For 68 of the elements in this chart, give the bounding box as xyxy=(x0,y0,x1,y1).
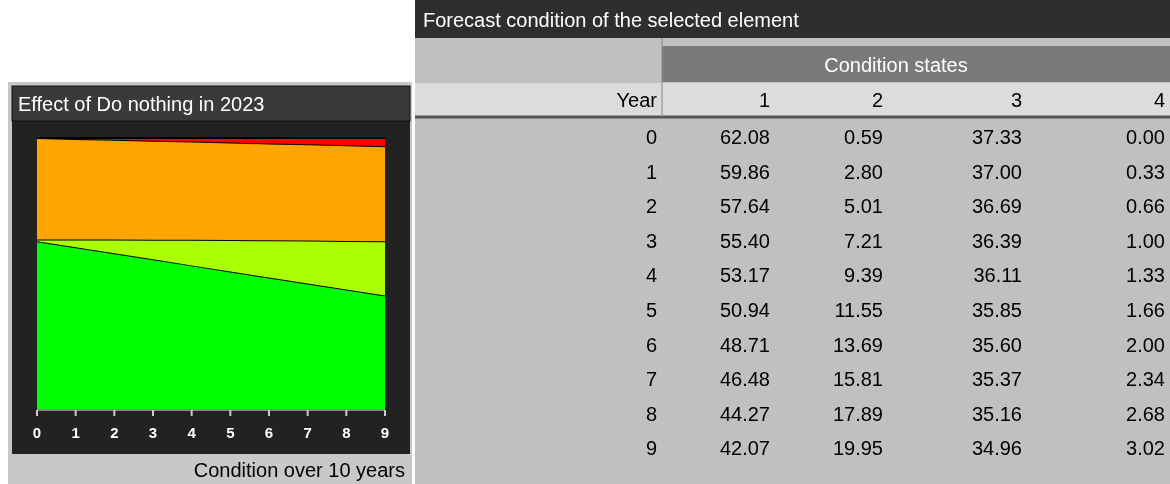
data-label: 5.01 xyxy=(844,195,883,218)
data-label: 34.96 xyxy=(971,437,1022,460)
x-tick-label: 0 xyxy=(32,424,42,441)
data-label: 15.81 xyxy=(832,368,883,391)
x-tick-label: 3 xyxy=(1010,89,1022,111)
data-label: 0.66 xyxy=(1126,195,1165,218)
data-label: 13.69 xyxy=(832,333,883,356)
y-tick-label: 1 xyxy=(645,160,657,183)
data-label: 2.00 xyxy=(1126,333,1165,356)
chart-title: Effect of Do nothing in 2023 xyxy=(18,93,265,115)
data-label: 62.08 xyxy=(719,126,770,148)
y-tick-label: 3 xyxy=(645,229,657,252)
data-label: 2.80 xyxy=(844,160,883,183)
data-label: 37.33 xyxy=(971,126,1022,148)
x-tick-label: 4 xyxy=(1153,89,1165,111)
data-label: 0.00 xyxy=(1126,126,1165,148)
data-label: 1.00 xyxy=(1126,229,1165,252)
data-label: 36.39 xyxy=(971,229,1022,252)
data-label: 53.17 xyxy=(719,264,770,287)
data-label: 48.71 xyxy=(719,333,770,356)
data-label: 50.94 xyxy=(719,299,770,321)
x-tick-label: 3 xyxy=(148,424,158,441)
data-label: 3.02 xyxy=(1126,437,1165,460)
data-label: 42.07 xyxy=(719,437,770,460)
y-tick-label: 2 xyxy=(645,195,657,218)
data-label: 19.95 xyxy=(832,437,883,460)
x-tick-label: 1 xyxy=(758,89,770,111)
y-tick-label: 5 xyxy=(645,299,657,321)
y-tick-label: 7 xyxy=(645,368,657,391)
data-label: 37.00 xyxy=(971,160,1022,183)
data-label: 35.37 xyxy=(971,368,1022,391)
data-label: 9.39 xyxy=(844,264,883,287)
data-label: 7.21 xyxy=(844,229,883,252)
x-tick-label: 9 xyxy=(380,424,390,441)
y-tick-label: 4 xyxy=(645,264,657,287)
x-tick-label: 7 xyxy=(303,424,312,441)
x-axis-title: Condition over 10 years xyxy=(193,459,405,481)
data-label: 36.11 xyxy=(973,264,1022,287)
data-label: 2.68 xyxy=(1126,402,1165,425)
data-label: 2.34 xyxy=(1126,368,1165,391)
data-label: 0.33 xyxy=(1126,160,1165,183)
x-tick-label: 8 xyxy=(342,424,351,441)
y-tick-label: 6 xyxy=(645,333,657,356)
x-tick-label: 2 xyxy=(110,424,119,441)
data-label: 35.16 xyxy=(971,402,1022,425)
data-label: 35.85 xyxy=(971,299,1022,321)
x-axis-title: Condition states xyxy=(824,54,968,76)
x-tick-label: 2 xyxy=(871,89,883,111)
data-label: 59.86 xyxy=(719,160,770,183)
data-label: 1.33 xyxy=(1126,264,1165,287)
y-tick-label: 0 xyxy=(645,126,657,148)
data-label: 46.48 xyxy=(719,368,770,391)
data-label: 17.89 xyxy=(832,402,883,425)
data-label: 0.59 xyxy=(844,126,883,148)
x-tick-label: 1 xyxy=(71,424,80,441)
data-label: 44.27 xyxy=(719,402,770,425)
data-label: 55.40 xyxy=(719,229,770,252)
chart-title: Forecast condition of the selected element xyxy=(423,9,800,31)
x-tick-label: 4 xyxy=(187,424,197,441)
x-tick-label: 5 xyxy=(226,424,235,441)
y-tick-label: 8 xyxy=(645,402,657,425)
data-label: 57.64 xyxy=(719,195,770,218)
x-tick-label: 6 xyxy=(264,424,274,441)
data-label: 35.60 xyxy=(971,333,1022,356)
data-label: 36.69 xyxy=(971,195,1022,218)
data-label: 11.55 xyxy=(834,299,883,321)
y-axis-title: Year xyxy=(616,89,658,111)
data-label: 1.66 xyxy=(1126,299,1165,321)
